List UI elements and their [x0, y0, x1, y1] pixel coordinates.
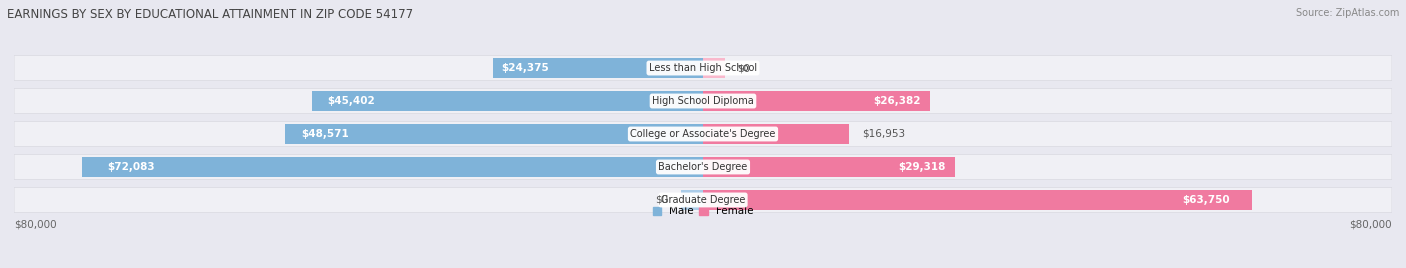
Text: $0: $0 [655, 195, 669, 205]
Text: High School Diploma: High School Diploma [652, 96, 754, 106]
Bar [703, 58, 724, 78]
FancyBboxPatch shape [14, 55, 1392, 81]
Bar [703, 190, 1251, 210]
Text: Less than High School: Less than High School [650, 63, 756, 73]
Bar [703, 91, 931, 111]
Legend: Male, Female: Male, Female [652, 206, 754, 216]
Text: EARNINGS BY SEX BY EDUCATIONAL ATTAINMENT IN ZIP CODE 54177: EARNINGS BY SEX BY EDUCATIONAL ATTAINMEN… [7, 8, 413, 21]
Text: Bachelor's Degree: Bachelor's Degree [658, 162, 748, 172]
Text: College or Associate's Degree: College or Associate's Degree [630, 129, 776, 139]
Text: Source: ZipAtlas.com: Source: ZipAtlas.com [1295, 8, 1399, 18]
Text: $80,000: $80,000 [1350, 220, 1392, 230]
Text: $26,382: $26,382 [873, 96, 921, 106]
Bar [703, 124, 849, 144]
Text: $0: $0 [738, 63, 751, 73]
Text: $72,083: $72,083 [107, 162, 155, 172]
Bar [494, 58, 703, 78]
FancyBboxPatch shape [14, 154, 1392, 180]
Bar [682, 190, 703, 210]
Bar [82, 157, 703, 177]
Text: $45,402: $45,402 [328, 96, 375, 106]
Bar [285, 124, 703, 144]
Text: Graduate Degree: Graduate Degree [661, 195, 745, 205]
FancyBboxPatch shape [14, 121, 1392, 147]
Text: $63,750: $63,750 [1182, 195, 1230, 205]
Text: $48,571: $48,571 [301, 129, 349, 139]
Text: $16,953: $16,953 [862, 129, 905, 139]
Text: $80,000: $80,000 [14, 220, 56, 230]
Bar [312, 91, 703, 111]
FancyBboxPatch shape [14, 187, 1392, 213]
Text: $29,318: $29,318 [898, 162, 945, 172]
Bar [703, 157, 956, 177]
FancyBboxPatch shape [14, 88, 1392, 114]
Text: $24,375: $24,375 [502, 63, 550, 73]
